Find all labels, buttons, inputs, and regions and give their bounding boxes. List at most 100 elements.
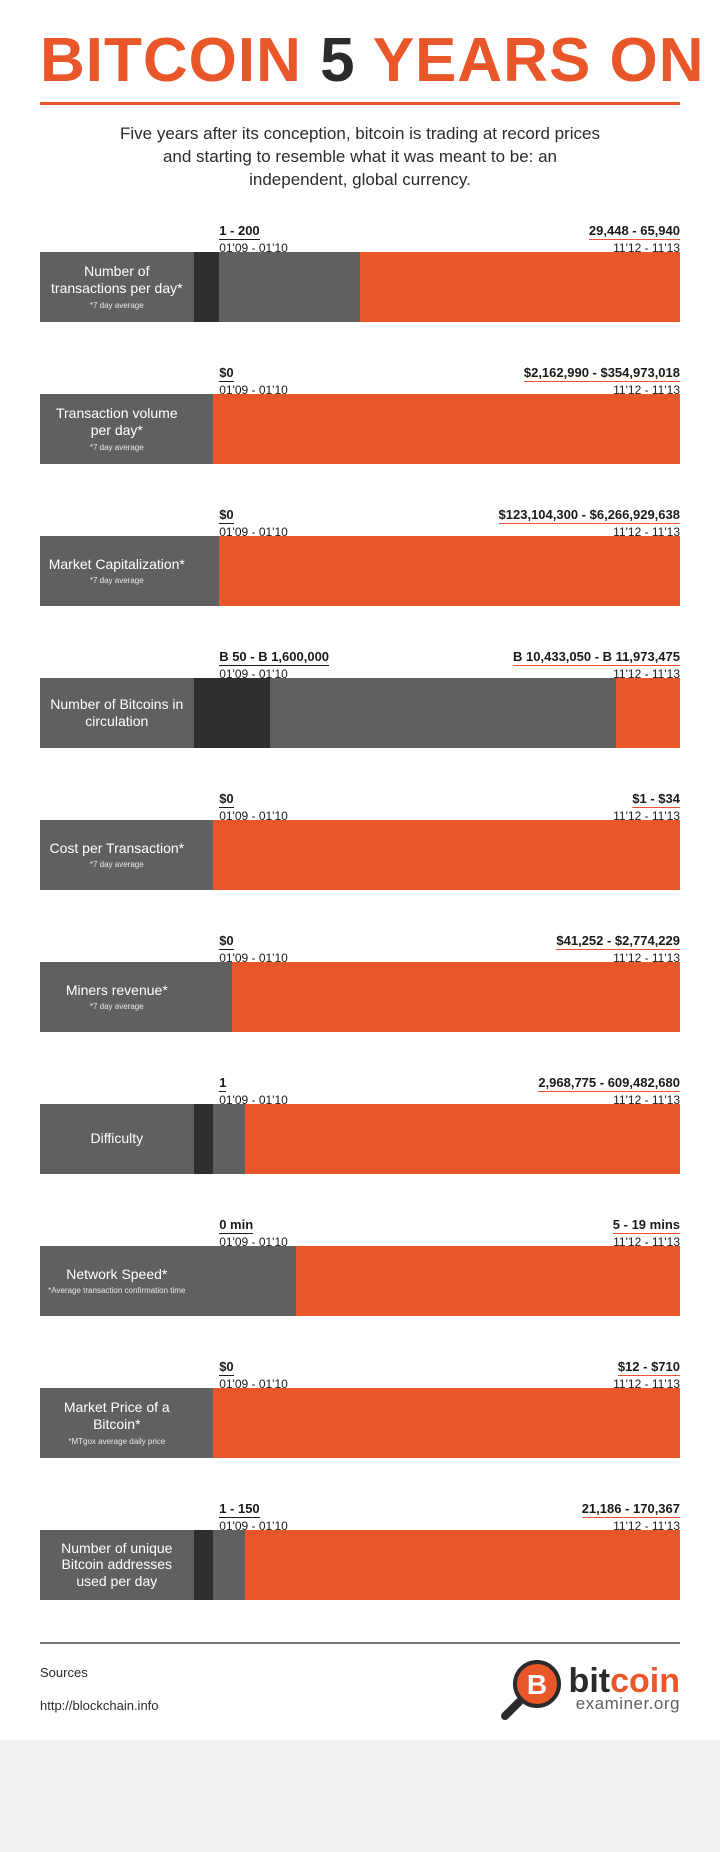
page-title: BITCOIN 5 YEARS ON — [40, 30, 680, 92]
callout-late: $41,252 - $2,774,22911'12 - 11'13 — [456, 932, 680, 965]
bar-segment-gray — [219, 252, 360, 322]
metric-row: 101'09 - 01'102,968,775 - 609,482,68011'… — [40, 1074, 680, 1174]
footer-rule — [40, 1642, 680, 1644]
metric-label: Cost per Transaction* *7 day average — [40, 820, 194, 890]
metric-callouts: 1 - 20001'09 - 01'1029,448 - 65,94011'12… — [40, 222, 680, 252]
sources: Sources http://blockchain.info — [40, 1665, 159, 1713]
callout-value: 21,186 - 170,367 — [582, 1501, 680, 1518]
brand-text: bitcoin examiner.org — [569, 1666, 680, 1712]
callout-value: $0 — [219, 791, 233, 808]
footer: Sources http://blockchain.info B bitcoin… — [40, 1658, 680, 1720]
callout-early: B 50 - B 1,600,00001'09 - 01'10 — [219, 648, 329, 681]
callout-early: $001'09 - 01'10 — [219, 932, 288, 965]
callout-late: $1 - $3411'12 - 11'13 — [565, 790, 680, 823]
metric-callouts: $001'09 - 01'10 $41,252 - $2,774,22911'12… — [40, 932, 680, 962]
metric-row: $001'09 - 01'10 $12 - $71011'12 - 11'13 Ma… — [40, 1358, 680, 1458]
bar-segment-orange — [245, 1104, 680, 1174]
title-rule — [40, 102, 680, 105]
logo-subtext: examiner.org — [569, 1696, 680, 1711]
callout-early: $001'09 - 01'10 — [219, 506, 288, 539]
metric-label: Market Capitalization* *7 day average — [40, 536, 194, 606]
bar-segment-gray — [194, 394, 213, 464]
metric-label-text: Miners revenue* — [66, 982, 168, 999]
metric-label-text: Number of transactions per day* — [46, 263, 188, 297]
callout-value: 1 — [219, 1075, 226, 1092]
callout-value: $2,162,990 - $354,973,018 — [524, 365, 680, 382]
metric-label-text: Network Speed* — [66, 1266, 167, 1283]
sources-label: Sources — [40, 1665, 159, 1680]
metric-label-text: Market Capitalization* — [49, 556, 185, 573]
bar-segment-orange — [360, 252, 680, 322]
title-word-1: BITCOIN — [40, 26, 302, 95]
bar-segment-gray — [194, 820, 213, 890]
callout-early: $001'09 - 01'10 — [219, 1358, 288, 1391]
metric-callouts: $001'09 - 01'10 $12 - $71011'12 - 11'13 — [40, 1358, 680, 1388]
metric-row: 0 min01'09 - 01'105 - 19 mins11'12 - 11'… — [40, 1216, 680, 1316]
metric-bar: Number of transactions per day**7 day av… — [40, 252, 680, 322]
title-word-3: YEARS ON — [373, 26, 705, 95]
brand-logo: B bitcoin examiner.org — [501, 1658, 680, 1720]
metric-label: Miners revenue* *7 day average — [40, 962, 194, 1032]
metric-bar: Cost per Transaction* *7 day average — [40, 820, 680, 890]
bar-segment-orange — [213, 394, 680, 464]
metric-row: 1 - 15001'09 - 01'10 21,186 - 170,36711'1… — [40, 1500, 680, 1600]
metric-callouts: $001'09 - 01'10 $2,162,990 - $354,973,018… — [40, 364, 680, 394]
metric-bar: Difficulty — [40, 1104, 680, 1174]
metric-label-text: Market Price of a Bitcoin* — [46, 1399, 188, 1433]
bar-segment-dark — [194, 1530, 213, 1600]
callout-value: $0 — [219, 507, 233, 524]
metric-label: Market Price of a Bitcoin* *MTgox average… — [40, 1388, 194, 1458]
metric-row: $001'09 - 01'10 $41,252 - $2,774,22911'12… — [40, 932, 680, 1032]
callout-early: $001'09 - 01'10 — [219, 364, 288, 397]
bar-segment-orange — [219, 536, 680, 606]
metric-label-note: *7 day average — [90, 576, 144, 586]
infographic-page: BITCOIN 5 YEARS ON Five years after its … — [0, 0, 720, 1740]
source-url: http://blockchain.info — [40, 1698, 159, 1713]
bar-segment-gray — [194, 962, 232, 1032]
bar-segment-dark — [194, 252, 220, 322]
metric-bar: Number of Bitcoins in circulation — [40, 678, 680, 748]
metric-label: Network Speed**Average transaction confi… — [40, 1246, 194, 1316]
callout-early: 1 - 15001'09 - 01'10 — [219, 1500, 288, 1533]
metric-label-text: Number of Bitcoins in circulation — [46, 696, 188, 730]
bar-segment-gray — [270, 678, 616, 748]
callout-value: 1 - 150 — [219, 1501, 259, 1518]
callout-value: $0 — [219, 933, 233, 950]
title-word-2: 5 — [320, 26, 355, 95]
bar-segment-orange — [296, 1246, 680, 1316]
bar-segment-gray — [194, 536, 220, 606]
metric-row: B 50 - B 1,600,00001'09 - 01'10 B 10,433,… — [40, 648, 680, 748]
bar-segment-orange — [232, 962, 680, 1032]
metric-callouts: 1 - 15001'09 - 01'10 21,186 - 170,36711'1… — [40, 1500, 680, 1530]
metric-callouts: 101'09 - 01'102,968,775 - 609,482,68011'… — [40, 1074, 680, 1104]
metric-label-note: *7 day average — [90, 443, 144, 453]
metric-label-note: *7 day average — [90, 1002, 144, 1012]
callout-late: $2,162,990 - $354,973,01811'12 - 11'13 — [392, 364, 680, 397]
metric-label-text: Number of unique Bitcoin addresses used … — [46, 1540, 188, 1590]
bar-segment-orange — [213, 820, 680, 890]
callout-late: $123,104,300 - $6,266,929,63811'12 - 11'… — [366, 506, 680, 539]
metric-bar: Transaction volume per day* *7 day averag… — [40, 394, 680, 464]
metrics-list: 1 - 20001'09 - 01'1029,448 - 65,94011'12… — [40, 222, 680, 1600]
callout-late: $12 - $71011'12 - 11'13 — [565, 1358, 680, 1391]
bar-segment-orange — [245, 1530, 680, 1600]
callout-value: $41,252 - $2,774,229 — [556, 933, 680, 950]
callout-late: 21,186 - 170,36711'12 - 11'13 — [488, 1500, 680, 1533]
metric-label-note: *7 day average — [90, 860, 144, 870]
bar-segment-orange — [213, 1388, 680, 1458]
metric-row: $001'09 - 01'10 $123,104,300 - $6,266,929… — [40, 506, 680, 606]
callout-value: B 50 - B 1,600,000 — [219, 649, 329, 666]
callout-late: 29,448 - 65,94011'12 - 11'13 — [456, 222, 680, 255]
metric-label-text: Difficulty — [90, 1130, 143, 1147]
bar-segment-gray — [194, 1388, 213, 1458]
metric-label: Difficulty — [40, 1104, 194, 1174]
callout-early: $001'09 - 01'10 — [219, 790, 288, 823]
callout-value: $123,104,300 - $6,266,929,638 — [499, 507, 680, 524]
metric-label-text: Cost per Transaction* — [49, 840, 184, 857]
metric-row: 1 - 20001'09 - 01'1029,448 - 65,94011'12… — [40, 222, 680, 322]
callout-value: B 10,433,050 - B 11,973,475 — [513, 649, 680, 666]
metric-label-text: Transaction volume per day* — [46, 405, 188, 439]
metric-label: Number of transactions per day**7 day av… — [40, 252, 194, 322]
metric-bar: Network Speed**Average transaction confi… — [40, 1246, 680, 1316]
metric-label-note: *MTgox average daily price — [68, 1437, 165, 1447]
